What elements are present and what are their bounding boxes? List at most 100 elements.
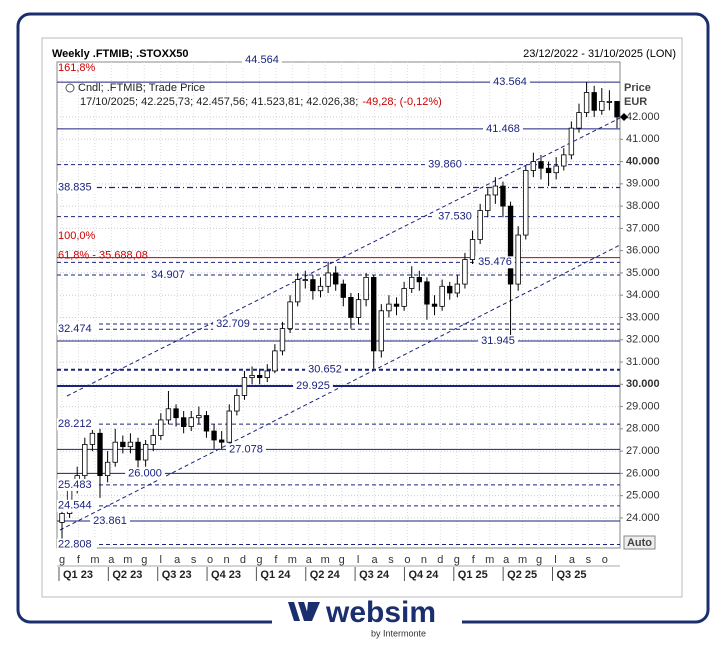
x-month-label: m [123,554,132,566]
level-label-bg [213,317,253,330]
candle-body [287,301,293,330]
level-label-bg [305,363,345,376]
level-label: 41.468 [486,123,520,135]
y-tick-label: 32.000 [626,334,660,346]
candle-body [545,167,552,174]
level-label: 30.652 [308,364,342,376]
candle-body [120,441,126,448]
fib-label: 61,8% - 35.688,08 [58,250,148,262]
candle-body [393,303,400,307]
level-label: 32.709 [216,318,250,330]
x-month-label: a [306,554,313,566]
candle-body [409,276,415,289]
level-label-bg [57,538,97,551]
level-label-bg [57,499,97,512]
y-tick-label: 25.000 [626,490,660,502]
y-tick-label: 39.000 [626,178,660,190]
x-month-label: g [256,554,262,566]
last-price-marker [620,113,628,122]
x-month-label: m [288,554,297,566]
x-month-label: f [77,554,81,566]
y-tick-label: 28.000 [626,423,660,435]
level-label: 31.945 [481,335,515,347]
candle-body [302,279,308,282]
y-tick-label: 40.000 [626,155,660,167]
candle-body [59,513,65,523]
candle-body [218,439,225,443]
candle-body [500,185,506,207]
candle-body [477,210,483,240]
candle-body [568,127,575,156]
x-month-label: a [174,554,181,566]
auto-button[interactable] [623,535,656,550]
candle-body [348,297,354,318]
y-tick-label: 42.000 [626,111,660,123]
candle-body [606,101,613,103]
candle-body [591,92,597,111]
candle-body [599,101,605,111]
level-label-bg [57,478,97,491]
x-month-label: o [602,554,608,566]
candle-body [416,276,423,283]
level-label-bg [425,158,465,171]
x-month-label: s [191,554,197,566]
candle-body [561,154,567,167]
x-month-label: g [339,554,345,566]
candle-body [112,441,118,463]
x-month-label: g [141,554,147,566]
level-label: 32.474 [58,323,92,335]
candle-body [333,272,339,285]
level-label: 27.078 [229,443,263,455]
x-month-label: a [108,554,115,566]
chart-title: Weekly .FTMIB; .STOXX50 [52,48,189,60]
auto-button-label[interactable]: Auto [627,537,652,549]
candle-body [234,395,240,412]
logo-icon [288,602,320,621]
x-quarter-label: Q3 25 [557,569,587,581]
candle-body [158,419,164,436]
level-label-bg [90,515,130,528]
x-month-label: n [421,554,427,566]
y-tick-label: 41.000 [626,133,660,145]
candle-body [203,415,210,432]
x-month-label: d [437,554,443,566]
y-axis-unit: EUR [624,96,647,108]
level-label-bg [125,467,165,480]
candle-body [272,350,278,372]
y-tick-label: 38.000 [626,200,660,212]
candle-body [371,276,377,352]
candle-body [295,279,301,303]
level-label-bg [490,76,530,89]
y-tick-label: 35.000 [626,267,660,279]
x-month-label: s [586,554,592,566]
y-axis-label: Price [624,82,651,94]
candle-body [317,285,324,292]
candle-body [355,299,362,318]
x-quarter-label: Q4 24 [408,569,439,581]
x-month-label: m [485,554,494,566]
level-label: 23.861 [93,515,127,527]
annotation: 100,0% [58,230,96,242]
x-month-label: o [207,554,213,566]
y-tick-label: 26.000 [626,467,660,479]
x-month-label: a [569,554,576,566]
x-quarter-label: Q2 25 [507,569,537,581]
level-label-bg [57,323,97,336]
x-month-label: o [404,554,410,566]
candle-body [135,441,141,461]
level-label: 29.925 [296,380,330,392]
x-month-label: f [274,554,278,566]
candle-body [363,276,369,301]
candle-body [150,435,156,445]
candle-body [340,283,346,298]
candle-body [264,370,270,379]
candle-body [485,194,491,211]
level-label: 34.907 [151,269,185,281]
y-tick-label: 24.000 [626,512,660,524]
y-tick-label: 36.000 [626,245,660,257]
candle-body [386,303,392,312]
candle-body [310,279,316,292]
x-month-label: l [357,554,359,566]
date-range: 23/12/2022 - 31/10/2025 (LON) [523,48,676,60]
